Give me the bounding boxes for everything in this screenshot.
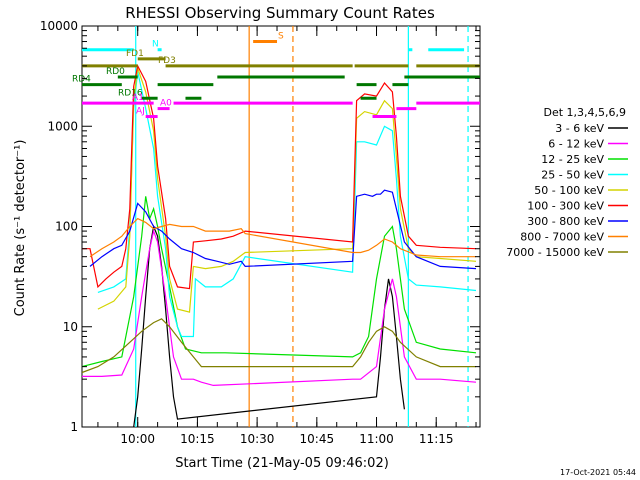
legend-label-3: 25 - 50 keV (541, 169, 604, 182)
legend-label-8: 7000 - 15000 keV (506, 246, 604, 259)
state-bar-label-aj: AJ (136, 107, 145, 117)
legend-title: Det 1,3,4,5,6,9 (543, 106, 626, 119)
x-axis-label: Start Time (21-May-05 09:46:02) (175, 456, 389, 471)
series-line-4 (97, 67, 477, 313)
state-bar-label-a0: A0 (160, 99, 172, 109)
state-bar-label-rd16: RD16 (118, 88, 143, 98)
legend-label-6: 300 - 800 keV (527, 215, 604, 228)
state-bar-label-rd0: RD0 (106, 67, 125, 77)
footer-timestamp: 17-Oct-2021 05:44 (560, 468, 636, 477)
chart-title: RHESSI Observing Summary Count Rates (125, 4, 435, 22)
legend-label-7: 800 - 7000 keV (520, 231, 604, 244)
x-tick-label-4: 11:00 (359, 432, 394, 446)
y-tick-label-3: 1000 (47, 119, 78, 133)
y-tick-label-0: 1 (70, 420, 78, 434)
x-tick-label-1: 10:15 (180, 432, 215, 446)
series-line-1 (82, 228, 477, 387)
x-tick-label-2: 10:30 (240, 432, 275, 446)
state-bar-label-n: N (152, 40, 159, 50)
series-line-6 (89, 189, 477, 270)
legend-label-4: 50 - 100 keV (534, 184, 604, 197)
state-bar-label-a1: A1 (132, 93, 144, 103)
x-tick-label-0: 10:00 (120, 432, 155, 446)
state-bar-label-fd3: FD3 (158, 56, 176, 66)
series-line-0 (133, 224, 405, 428)
state-bar-label-s: S (278, 32, 284, 42)
legend-label-1: 6 - 12 keV (548, 138, 604, 151)
series-line-5 (82, 64, 477, 290)
state-bar-label-fd1: FD1 (126, 49, 144, 59)
legend-label-0: 3 - 6 keV (555, 122, 604, 135)
series-line-7 (89, 217, 476, 258)
x-tick-label-3: 10:45 (300, 432, 335, 446)
legend-label-5: 100 - 300 keV (527, 200, 604, 213)
y-tick-label-1: 10 (63, 320, 78, 334)
x-tick-label-5: 11:15 (419, 432, 454, 446)
y-axis-label: Count Rate (s⁻¹ detector⁻¹) (13, 140, 28, 317)
state-bar-label-rd4: RD4 (72, 75, 91, 85)
y-tick-label-2: 100 (55, 220, 78, 234)
legend-label-2: 12 - 25 keV (541, 153, 604, 166)
series-line-8 (81, 318, 476, 374)
y-tick-label-4: 10000 (40, 19, 78, 33)
series-line-2 (81, 196, 477, 368)
series-line-3 (97, 71, 477, 338)
